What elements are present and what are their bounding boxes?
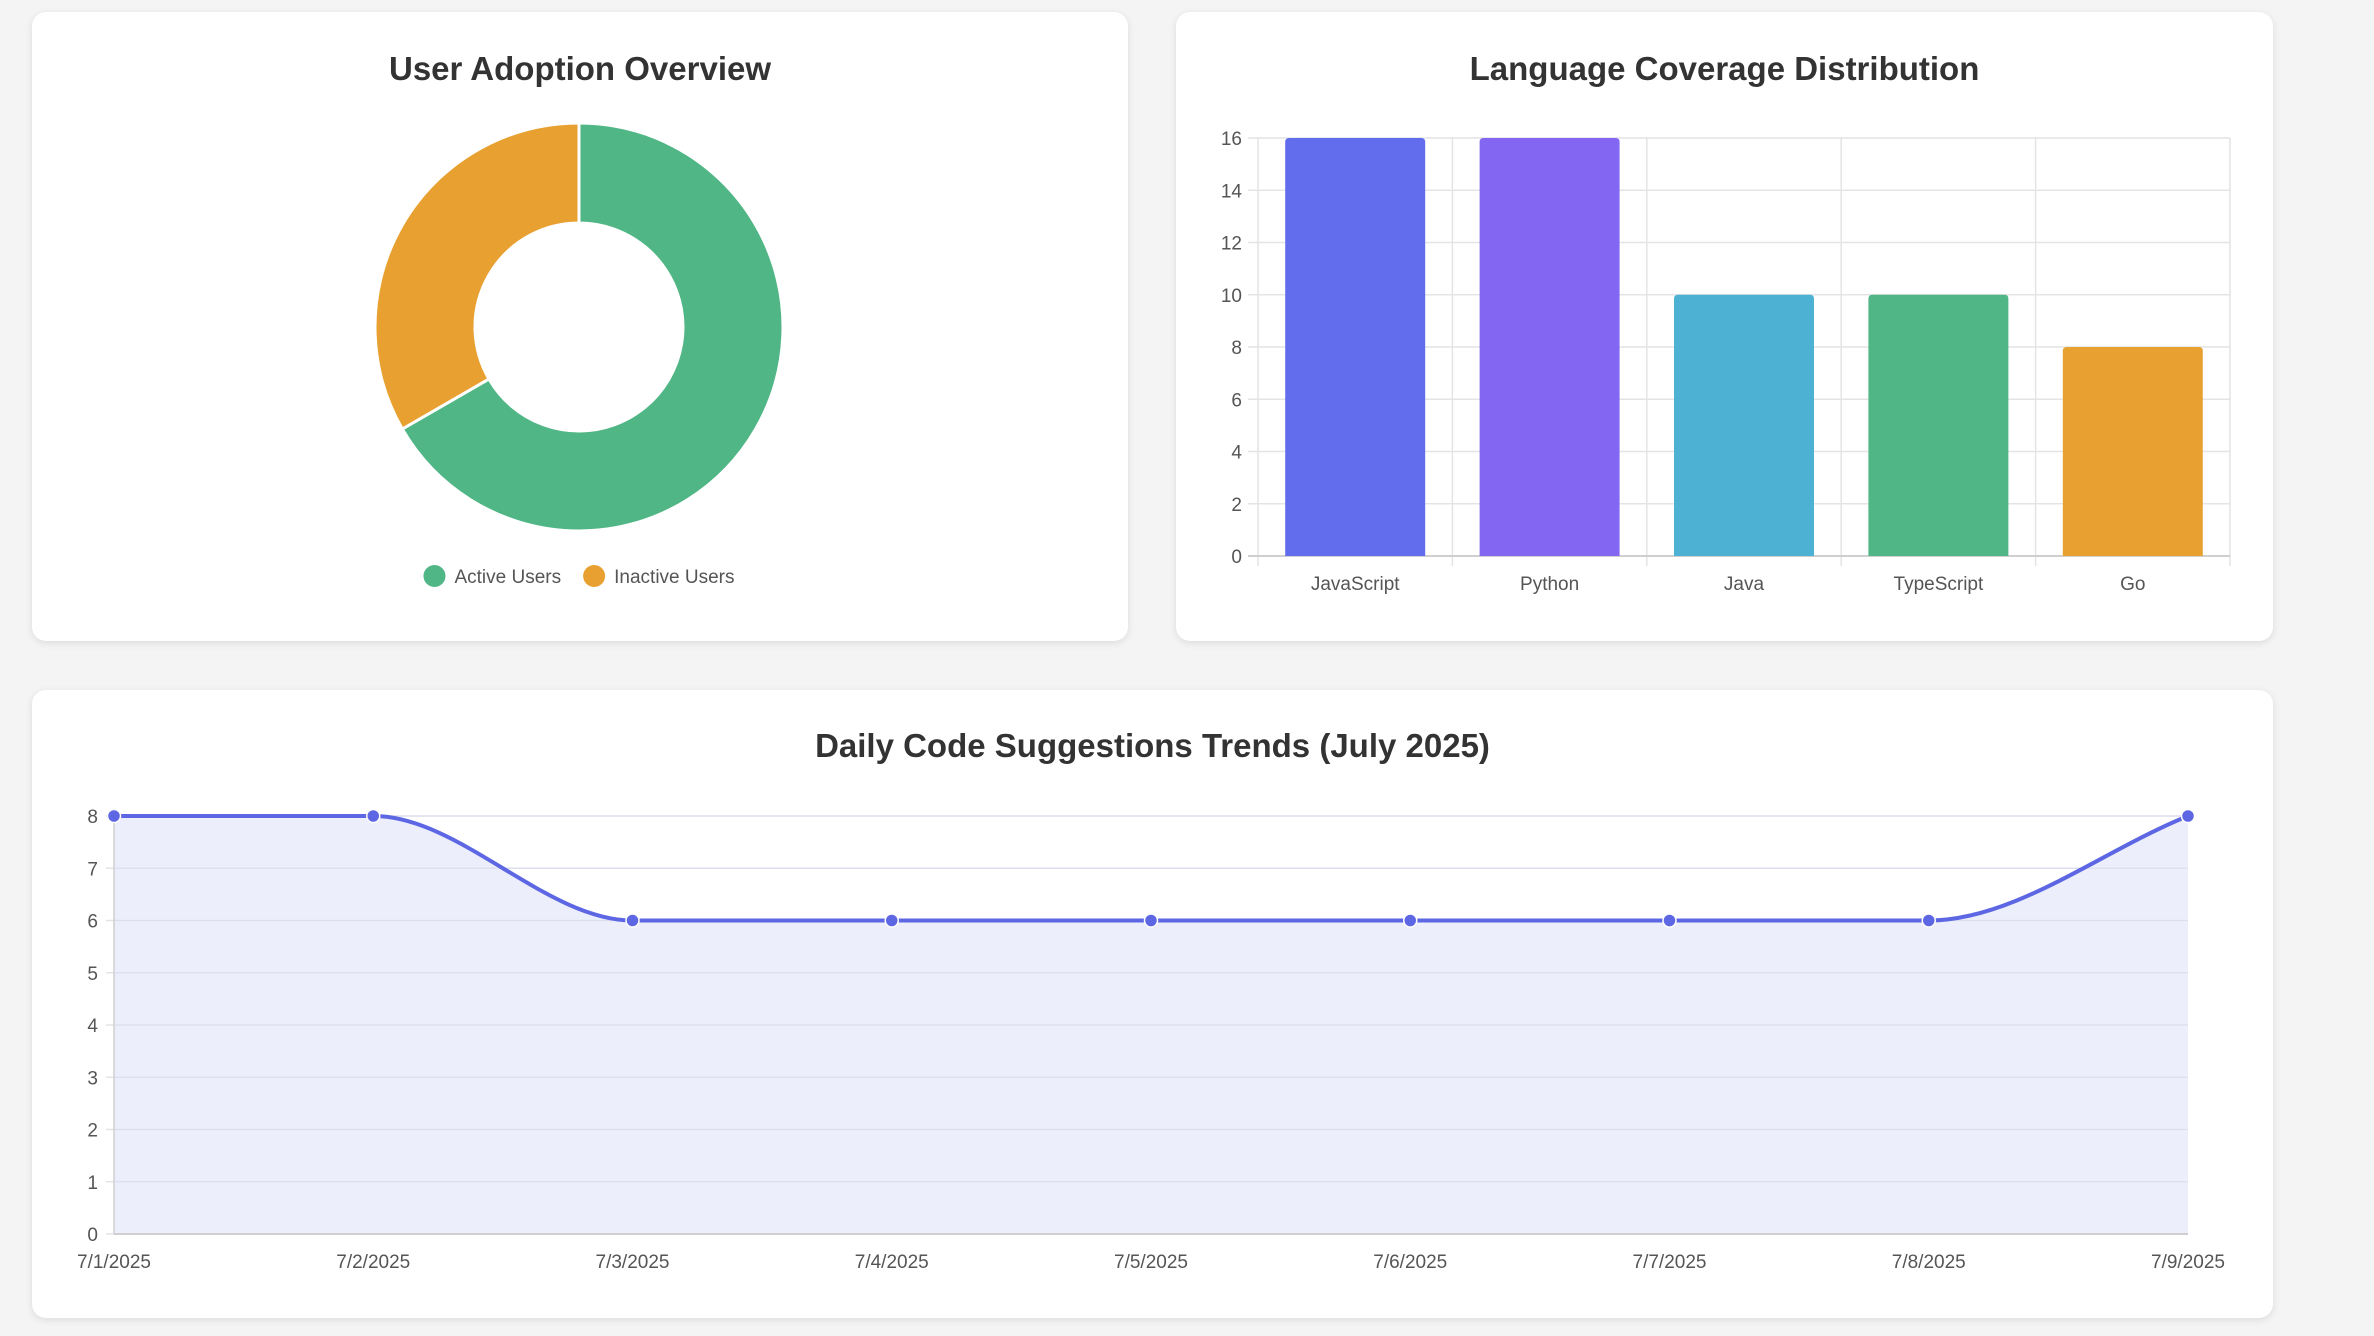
line-point-7-8-2025 (1921, 913, 1936, 928)
bar-x-tick-label-javascript: JavaScript (1311, 574, 1400, 595)
bar-java (1674, 294, 1814, 556)
bar-javascript (1285, 138, 1426, 556)
line-y-tick-label: 0 (87, 1225, 98, 1246)
bar-y-tick-label: 16 (1221, 129, 1242, 150)
bar-x-tick-label-typescript: TypeScript (1894, 574, 1984, 595)
line-x-tick-label: 7/6/2025 (1373, 1252, 1447, 1273)
daily-suggestions-card: Daily Code Suggestions Trends (July 2025… (32, 690, 2273, 1318)
bar-x-tick-label-java: Java (1724, 574, 1765, 595)
language-coverage-card: Language Coverage Distribution 0 2 4 6 8 10 12… (1176, 12, 2273, 641)
bar-y-tick-label: 2 (1231, 495, 1242, 516)
bar-go (2062, 347, 2203, 556)
legend-label-active-users: Active Users (454, 567, 561, 588)
bar-y-tick-label: 0 (1231, 547, 1242, 568)
legend-marker-inactive-users (583, 565, 606, 587)
legend-marker-active-users (423, 565, 446, 587)
line-point-7-3-2025 (625, 913, 640, 928)
daily-suggestions-line-chart: 0 1 2 3 4 5 6 7 8 7/1/2025 7/2/2025 7/3/2025 7/4/202… (77, 807, 2225, 1273)
line-x-tick-label: 7/9/2025 (2151, 1252, 2225, 1273)
line-y-tick-label: 4 (87, 1016, 98, 1037)
line-x-tick-label: 7/4/2025 (855, 1252, 929, 1273)
daily-suggestions-title: Daily Code Suggestions Trends (July 2025… (815, 727, 1490, 764)
line-x-tick-label: 7/2/2025 (336, 1252, 410, 1273)
line-point-7-6-2025 (1403, 913, 1418, 928)
line-point-7-4-2025 (884, 913, 899, 928)
bar-y-tick-label: 4 (1231, 443, 1242, 464)
line-point-7-2-2025 (366, 808, 381, 824)
donut-slice-inactive-users (373, 121, 581, 432)
line-x-tick-label: 7/8/2025 (1892, 1252, 1966, 1273)
user-adoption-donut-chart: Active Users Inactive Users (373, 121, 785, 588)
bar-y-tick-label: 14 (1221, 181, 1243, 202)
language-coverage-bar-chart: 0 2 4 6 8 10 12 14 16 JavaScript Python Java TypeScr… (1221, 129, 2231, 595)
line-x-tick-label: 7/1/2025 (77, 1252, 151, 1273)
user-adoption-title: User Adoption Overview (388, 50, 772, 87)
bar-x-tick-label-python: Python (1520, 574, 1579, 595)
bar-y-tick-label: 6 (1231, 390, 1242, 411)
line-y-tick-label: 6 (87, 912, 98, 933)
line-y-tick-label: 5 (87, 964, 98, 985)
line-y-tick-label: 3 (87, 1068, 98, 1089)
line-point-7-7-2025 (1662, 913, 1677, 928)
line-point-7-1-2025 (106, 808, 122, 824)
line-x-tick-label: 7/7/2025 (1633, 1252, 1707, 1273)
bar-typescript (1868, 294, 2009, 556)
donut-slice-active-users (400, 121, 785, 533)
line-y-tick-label: 2 (87, 1121, 98, 1142)
bar-y-tick-label: 8 (1231, 338, 1242, 359)
line-y-tick-label: 8 (87, 807, 98, 828)
line-x-tick-label: 7/5/2025 (1114, 1252, 1188, 1273)
language-coverage-title: Language Coverage Distribution (1469, 50, 1980, 87)
line-x-tick-label: 7/3/2025 (596, 1252, 670, 1273)
legend-label-inactive-users: Inactive Users (614, 567, 734, 588)
line-y-tick-label: 1 (87, 1173, 98, 1194)
bar-y-tick-label: 12 (1221, 234, 1242, 255)
bar-python (1479, 138, 1620, 556)
user-adoption-card: User Adoption Overview Active Users Inact… (32, 12, 1128, 641)
line-point-7-5-2025 (1143, 913, 1159, 928)
bar-x-tick-label-go: Go (2120, 574, 2145, 595)
bar-y-tick-label: 10 (1221, 286, 1242, 307)
line-y-tick-label: 7 (87, 859, 98, 880)
line-point-7-9-2025 (2180, 808, 2196, 824)
